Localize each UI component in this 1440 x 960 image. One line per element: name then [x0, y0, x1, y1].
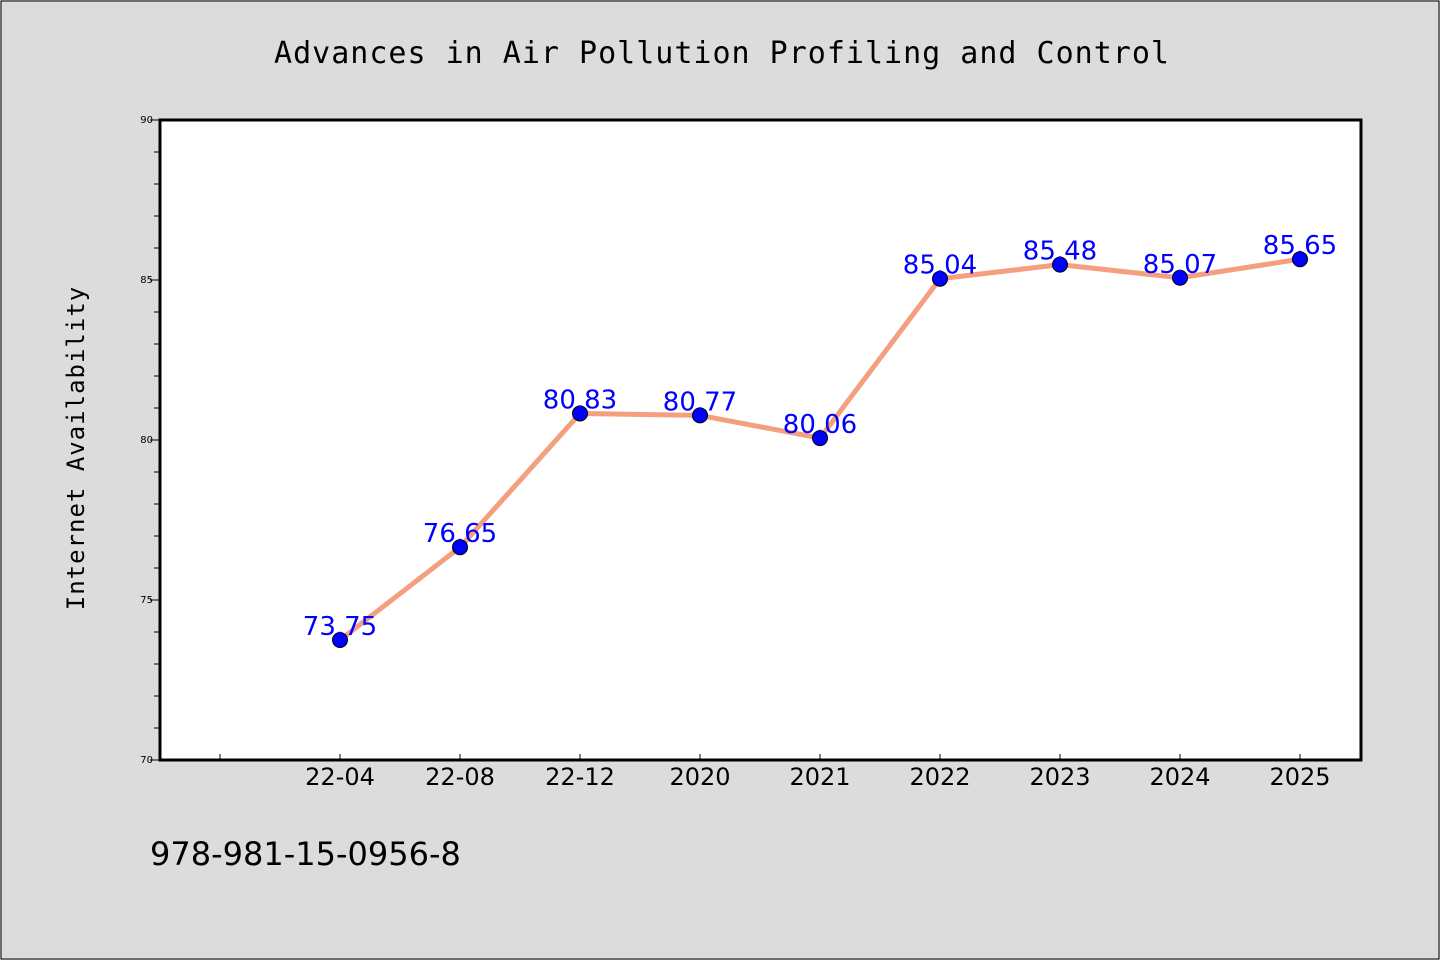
y-axis-ticks: 70 75 80 85 90	[140, 115, 160, 766]
data-label: 85.48	[1023, 237, 1097, 267]
plot-area	[158, 118, 1363, 762]
data-point	[452, 539, 468, 556]
data-label: 85.65	[1263, 231, 1337, 261]
x-tick-label: 2024	[1149, 763, 1210, 791]
x-tick-label: 2020	[669, 763, 730, 791]
data-point	[692, 407, 708, 424]
data-label: 73.75	[303, 612, 377, 642]
isbn-caption: 978-981-15-0956-8	[150, 835, 461, 873]
chart-title: Advances in Air Pollution Profiling and …	[274, 36, 1170, 71]
y-tick-label: 85	[140, 275, 153, 286]
data-label: 85.04	[903, 251, 977, 281]
data-label: 80.77	[663, 387, 737, 417]
data-labels: 73.75 76.65 80.83 80.77 80.06 85.04 85.48 85.07…	[303, 231, 1337, 642]
x-tick-label: 2025	[1269, 763, 1330, 791]
y-axis-label: Internet Availability	[62, 286, 90, 610]
data-point	[1172, 269, 1188, 286]
data-point	[932, 270, 948, 287]
x-tick-label: 22-08	[425, 763, 495, 791]
data-label: 80.06	[783, 410, 857, 440]
x-axis-ticks: 22-04 22-08 22-12 2020 2021 2022 2023 2024 2025	[219, 754, 1331, 791]
data-label: 76.65	[423, 519, 497, 549]
data-point	[812, 430, 828, 447]
y-tick-label: 90	[140, 115, 153, 126]
series-markers	[332, 251, 1308, 648]
y-tick-label: 75	[140, 595, 153, 606]
x-tick-label: 22-04	[305, 763, 375, 791]
data-label: 85.07	[1143, 250, 1217, 280]
x-tick-label: 2021	[789, 763, 850, 791]
data-point	[572, 405, 588, 422]
data-point	[1292, 251, 1308, 268]
y-tick-label: 80	[140, 435, 153, 446]
x-tick-label: 2022	[909, 763, 970, 791]
data-point	[1052, 256, 1068, 273]
y-tick-label: 70	[140, 755, 153, 766]
x-tick-label: 2023	[1029, 763, 1090, 791]
data-point	[332, 632, 348, 648]
x-tick-label: 22-12	[545, 763, 615, 791]
data-label: 80.83	[543, 385, 617, 415]
